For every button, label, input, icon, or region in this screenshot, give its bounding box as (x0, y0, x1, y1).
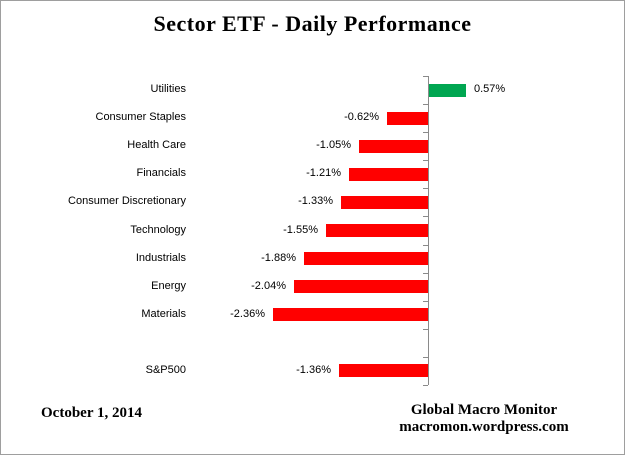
negative-bar (273, 308, 428, 321)
axis-tick (423, 329, 428, 330)
axis-tick (423, 132, 428, 133)
category-label: Consumer Staples (95, 111, 187, 123)
axis-tick (423, 301, 428, 302)
negative-bar (341, 196, 428, 209)
axis-tick (423, 188, 428, 189)
axis-tick (423, 273, 428, 274)
value-label: -1.33% (298, 195, 333, 207)
category-label: S&P500 (145, 364, 186, 376)
value-label: -2.36% (230, 308, 265, 320)
negative-bar (339, 364, 428, 377)
category-label: Financials (136, 167, 186, 179)
axis-tick (423, 160, 428, 161)
footer-credit-line1: Global Macro Monitor (410, 402, 558, 418)
value-label: -1.05% (316, 139, 351, 151)
category-label: Utilities (150, 83, 186, 95)
axis-tick (423, 104, 428, 105)
negative-bar (359, 140, 428, 153)
footer-date: October 1, 2014 (41, 405, 142, 421)
value-label: -1.36% (296, 364, 331, 376)
axis-tick (423, 216, 428, 217)
category-label: Consumer Discretionary (68, 195, 186, 207)
value-label: 0.57% (474, 83, 506, 95)
category-label: Industrials (135, 252, 186, 264)
negative-bar (349, 168, 428, 181)
negative-bar (326, 224, 428, 237)
axis-tick (423, 245, 428, 246)
negative-bar (387, 112, 428, 125)
value-label: -0.62% (344, 111, 379, 123)
value-label: -1.88% (261, 252, 296, 264)
axis-tick (423, 357, 428, 358)
category-label: Materials (141, 308, 186, 320)
value-axis-line (428, 76, 429, 385)
footer-credit: Global Macro Monitor macromon.wordpress.… (379, 402, 589, 436)
negative-bar (294, 280, 428, 293)
value-label: -1.21% (306, 167, 341, 179)
chart-title: Sector ETF - Daily Performance (153, 11, 472, 36)
category-label: Health Care (127, 139, 186, 151)
axis-tick (423, 385, 428, 386)
negative-bar (304, 252, 428, 265)
category-label: Energy (151, 280, 186, 292)
footer-credit-line2: macromon.wordpress.com (399, 419, 569, 435)
axis-tick (423, 76, 428, 77)
category-label: Technology (130, 224, 186, 236)
value-label: -1.55% (283, 224, 318, 236)
value-label: -2.04% (251, 280, 286, 292)
positive-bar (429, 84, 466, 97)
